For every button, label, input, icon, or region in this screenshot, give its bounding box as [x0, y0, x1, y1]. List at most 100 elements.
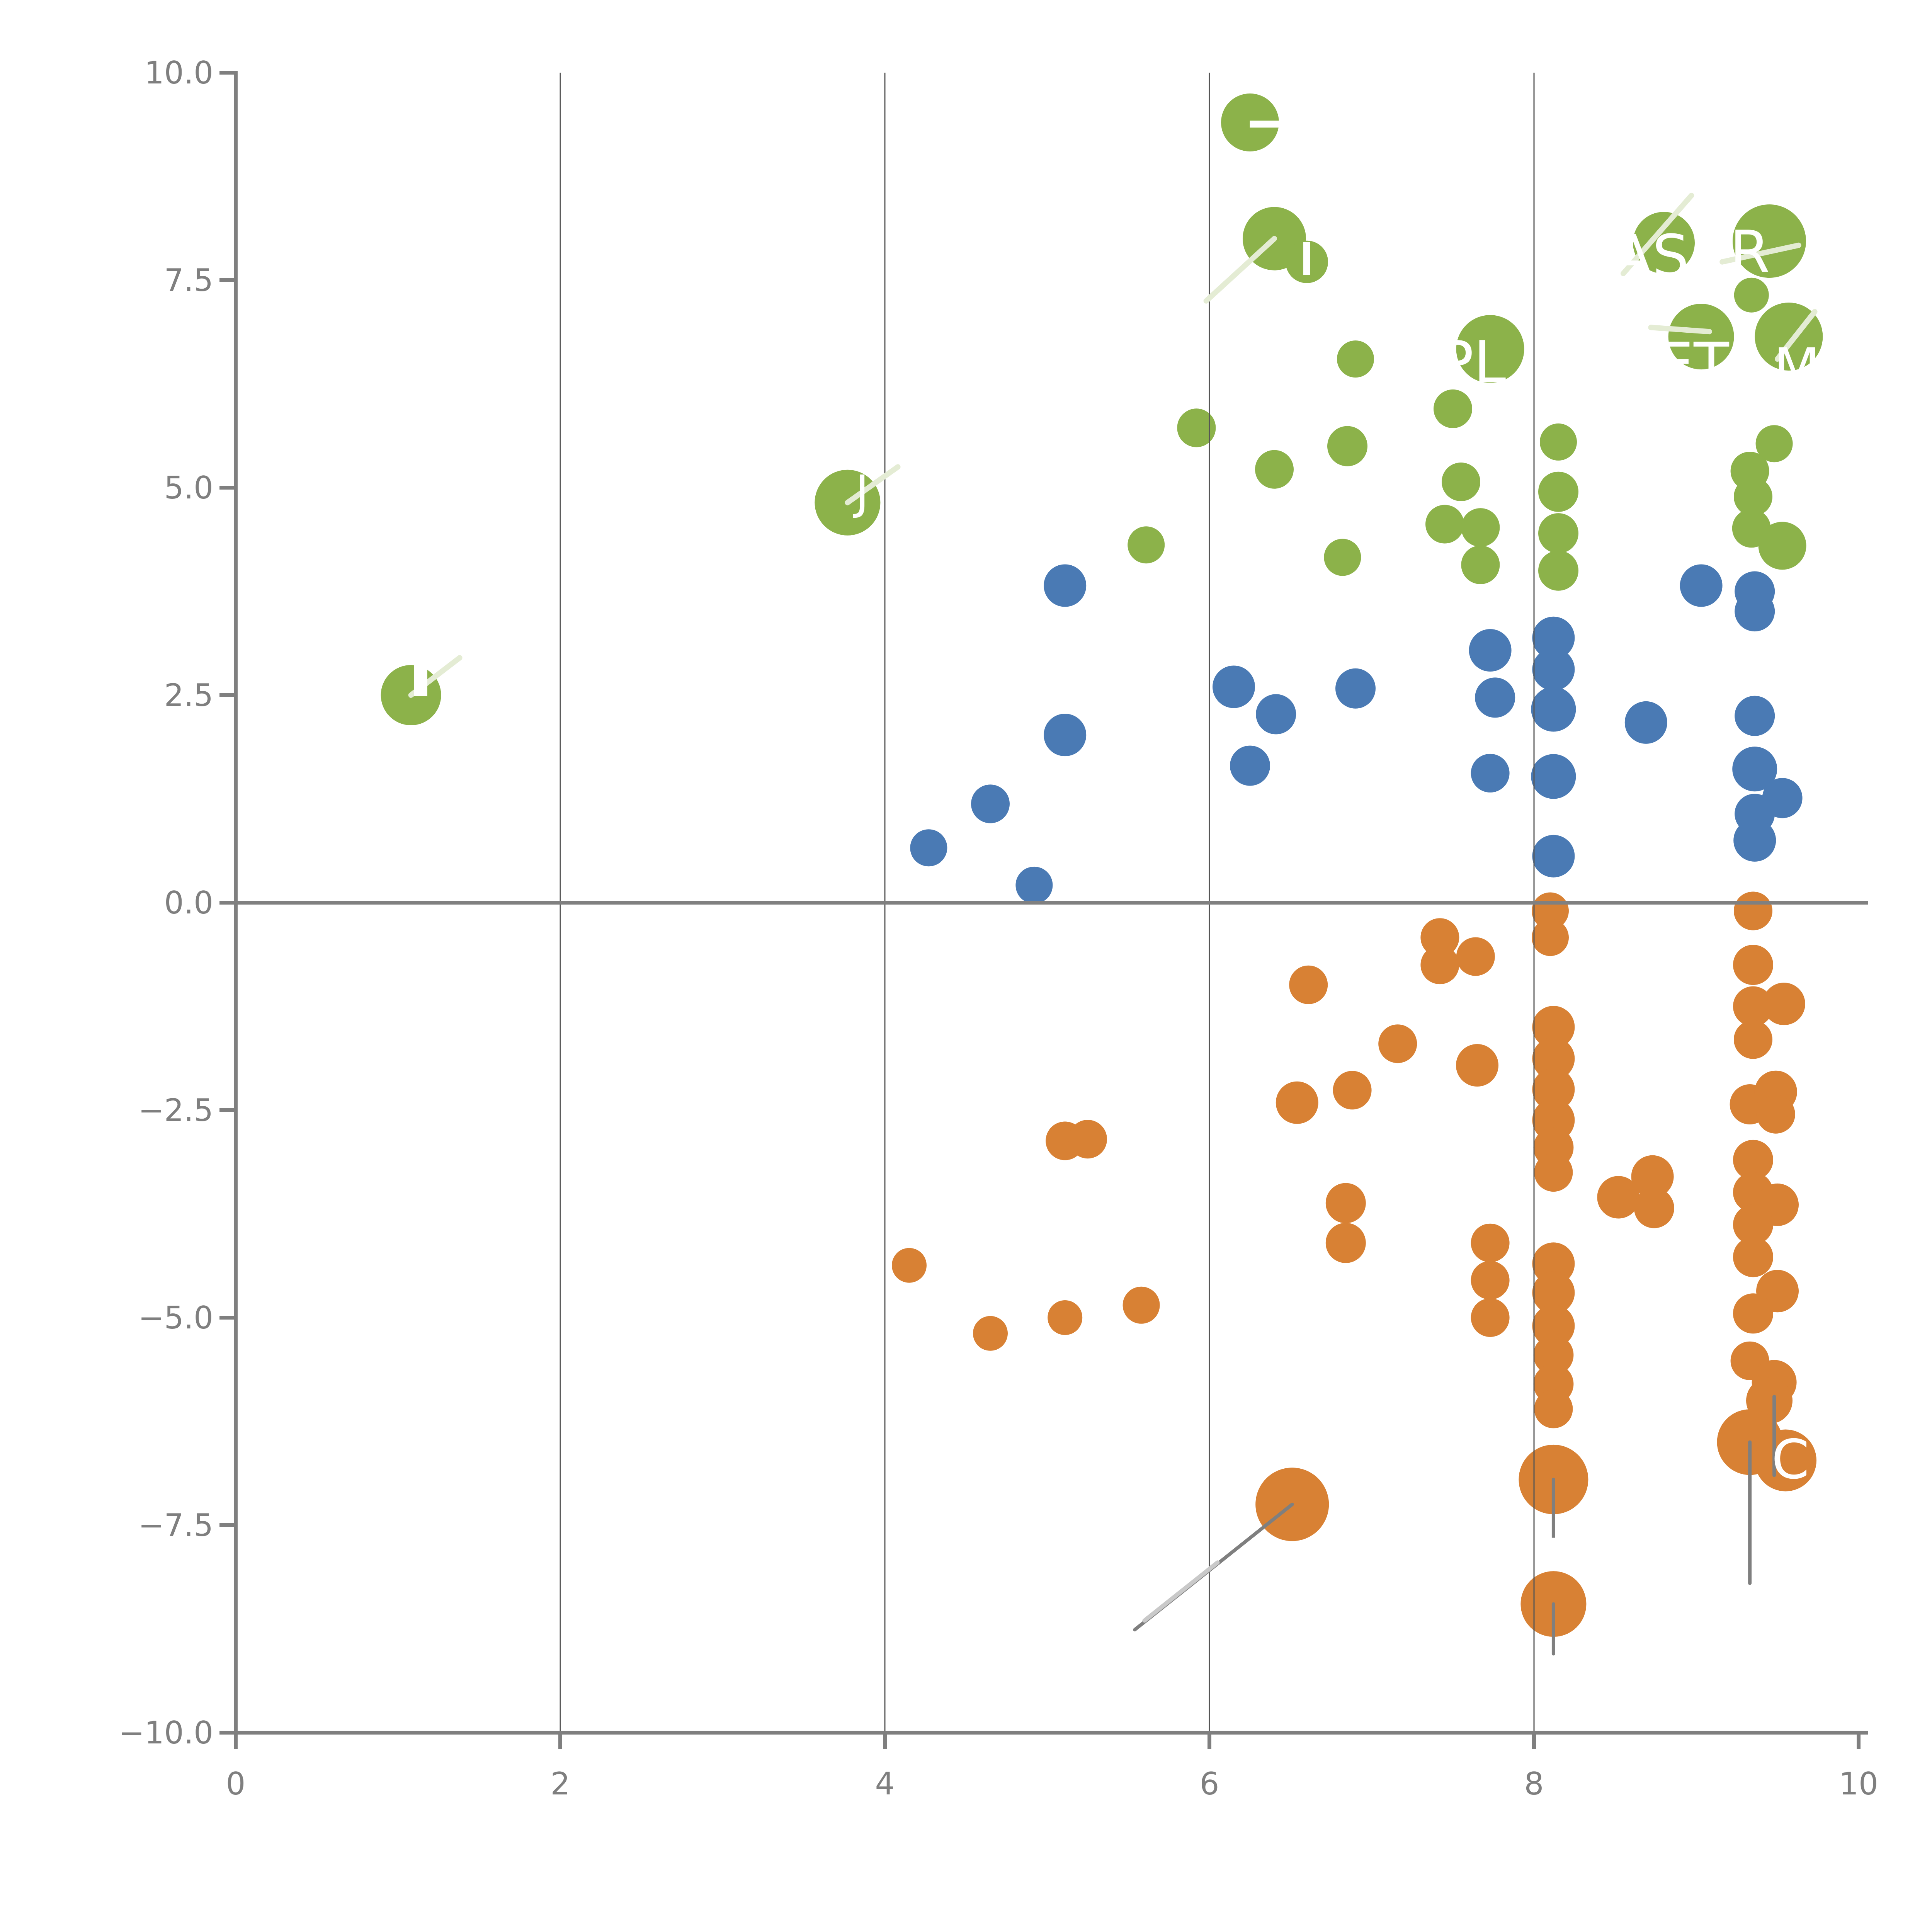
dot-orange — [1325, 1223, 1366, 1263]
dot-orange — [1532, 1242, 1575, 1285]
dot-green — [1255, 450, 1294, 489]
dot-orange — [1533, 1335, 1574, 1375]
leader-lines-layer — [408, 192, 1818, 1656]
x-tick-label: 10 — [1839, 1766, 1878, 1802]
dot-orange — [1733, 945, 1773, 985]
label-fragment-text: PL — [1439, 329, 1506, 396]
x-tick-label: 0 — [226, 1766, 246, 1802]
dot-green — [1538, 550, 1578, 591]
dot-orange — [1756, 1095, 1795, 1134]
label-fragment-mark — [414, 657, 427, 696]
dot-blue — [1531, 687, 1576, 732]
leader-line — [845, 464, 901, 505]
dot-orange — [1532, 1006, 1575, 1049]
dot-orange — [1532, 1068, 1575, 1111]
dot-orange — [1456, 1044, 1498, 1087]
dot-green — [1538, 513, 1578, 554]
dot-orange — [1333, 1071, 1372, 1110]
label-fragment-text: ET — [1657, 331, 1730, 398]
y-tick-label: 2.5 — [164, 677, 213, 713]
dots-layer — [381, 93, 1823, 1637]
dot-orange — [1534, 1389, 1573, 1429]
dot-orange — [1378, 1024, 1417, 1063]
label-fragment-mark — [1250, 121, 1293, 128]
dot-blue — [1733, 819, 1776, 862]
dot-green — [1461, 508, 1500, 547]
leader-line — [1621, 192, 1694, 276]
leader-line — [1142, 1560, 1220, 1623]
dot-blue — [1044, 564, 1087, 607]
dot-green — [1434, 389, 1472, 428]
dot-blue — [1532, 616, 1575, 659]
dot-blue — [1469, 629, 1512, 672]
y-tick-label: −5.0 — [138, 1300, 213, 1336]
dot-orange — [1755, 1429, 1816, 1492]
axes-layer — [219, 71, 1868, 1749]
y-tick-label: 0.0 — [164, 885, 213, 921]
dot-orange — [973, 1316, 1008, 1351]
label-fragment-text: C — [1772, 1429, 1810, 1492]
dot-blue — [1531, 754, 1576, 799]
dot-green — [1456, 315, 1524, 383]
y-tick-label: 10.0 — [145, 55, 213, 91]
dot-orange — [1068, 1120, 1107, 1159]
dot-green — [1668, 304, 1734, 370]
dot-green — [1734, 477, 1772, 516]
label-fragment-text: M — [1774, 337, 1820, 400]
dot-orange — [1733, 1204, 1773, 1245]
label-fragment-text: AS — [1612, 223, 1689, 290]
dot-orange — [1456, 937, 1495, 976]
dot-green — [1633, 212, 1695, 274]
dot-orange — [1532, 1037, 1575, 1080]
dot-orange — [1631, 1155, 1674, 1198]
dot-green — [1425, 505, 1464, 544]
dot-orange — [1420, 918, 1459, 957]
dot-blue — [1015, 866, 1053, 904]
dot-blue — [1732, 747, 1777, 792]
x-tick-label: 2 — [551, 1766, 570, 1802]
dot-blue — [1532, 835, 1575, 878]
y-tick-label: −10.0 — [119, 1715, 213, 1751]
leader-line — [1648, 325, 1712, 335]
dot-green — [1734, 277, 1769, 313]
dot-green — [1442, 463, 1480, 501]
dot-orange — [1048, 1300, 1083, 1335]
label-fragments-layer: PL AS RET M J C — [414, 121, 1820, 1571]
dot-green — [1128, 526, 1165, 564]
label-fragment-text: J — [853, 466, 869, 520]
dot-orange — [1471, 1261, 1510, 1300]
dot-orange — [1532, 919, 1569, 956]
label-fragment-mark — [1303, 242, 1310, 275]
dot-blue — [1735, 591, 1775, 632]
dot-green — [1538, 471, 1578, 512]
dot-orange — [1733, 986, 1773, 1027]
dot-orange — [1733, 1139, 1773, 1180]
dot-blue — [1335, 668, 1376, 709]
dot-orange — [892, 1248, 927, 1283]
dot-orange — [1597, 1176, 1640, 1219]
dot-orange — [1289, 965, 1328, 1004]
tick-labels-layer: 10.0 7.5 5.0 2.5 0.0 −2.5 −5.0 −7.5 −10.0 0 2 4 6 8 10 — [119, 55, 1878, 1802]
dot-green — [1755, 425, 1793, 463]
dot-green — [1461, 545, 1500, 584]
dot-orange — [1534, 1153, 1573, 1192]
leader-line — [1719, 242, 1801, 265]
label-fragment-text: R — [1730, 219, 1770, 286]
y-tick-label: −7.5 — [138, 1507, 213, 1543]
x-tick-label: 8 — [1524, 1766, 1544, 1802]
dot-green — [1324, 539, 1361, 576]
dot-orange — [1420, 946, 1459, 985]
dot-orange — [1325, 1183, 1366, 1223]
y-tick-label: 5.0 — [164, 470, 213, 506]
dot-orange — [1733, 1293, 1773, 1334]
dot-green — [1733, 204, 1806, 278]
dot-green — [1327, 426, 1367, 466]
label-fragment-mark — [1541, 1537, 1559, 1571]
x-tick-label: 6 — [1200, 1766, 1219, 1802]
dot-orange — [1634, 1188, 1674, 1228]
dot-blue — [1256, 694, 1296, 735]
dot-orange — [1532, 1271, 1575, 1314]
dot-orange — [1532, 1304, 1575, 1347]
